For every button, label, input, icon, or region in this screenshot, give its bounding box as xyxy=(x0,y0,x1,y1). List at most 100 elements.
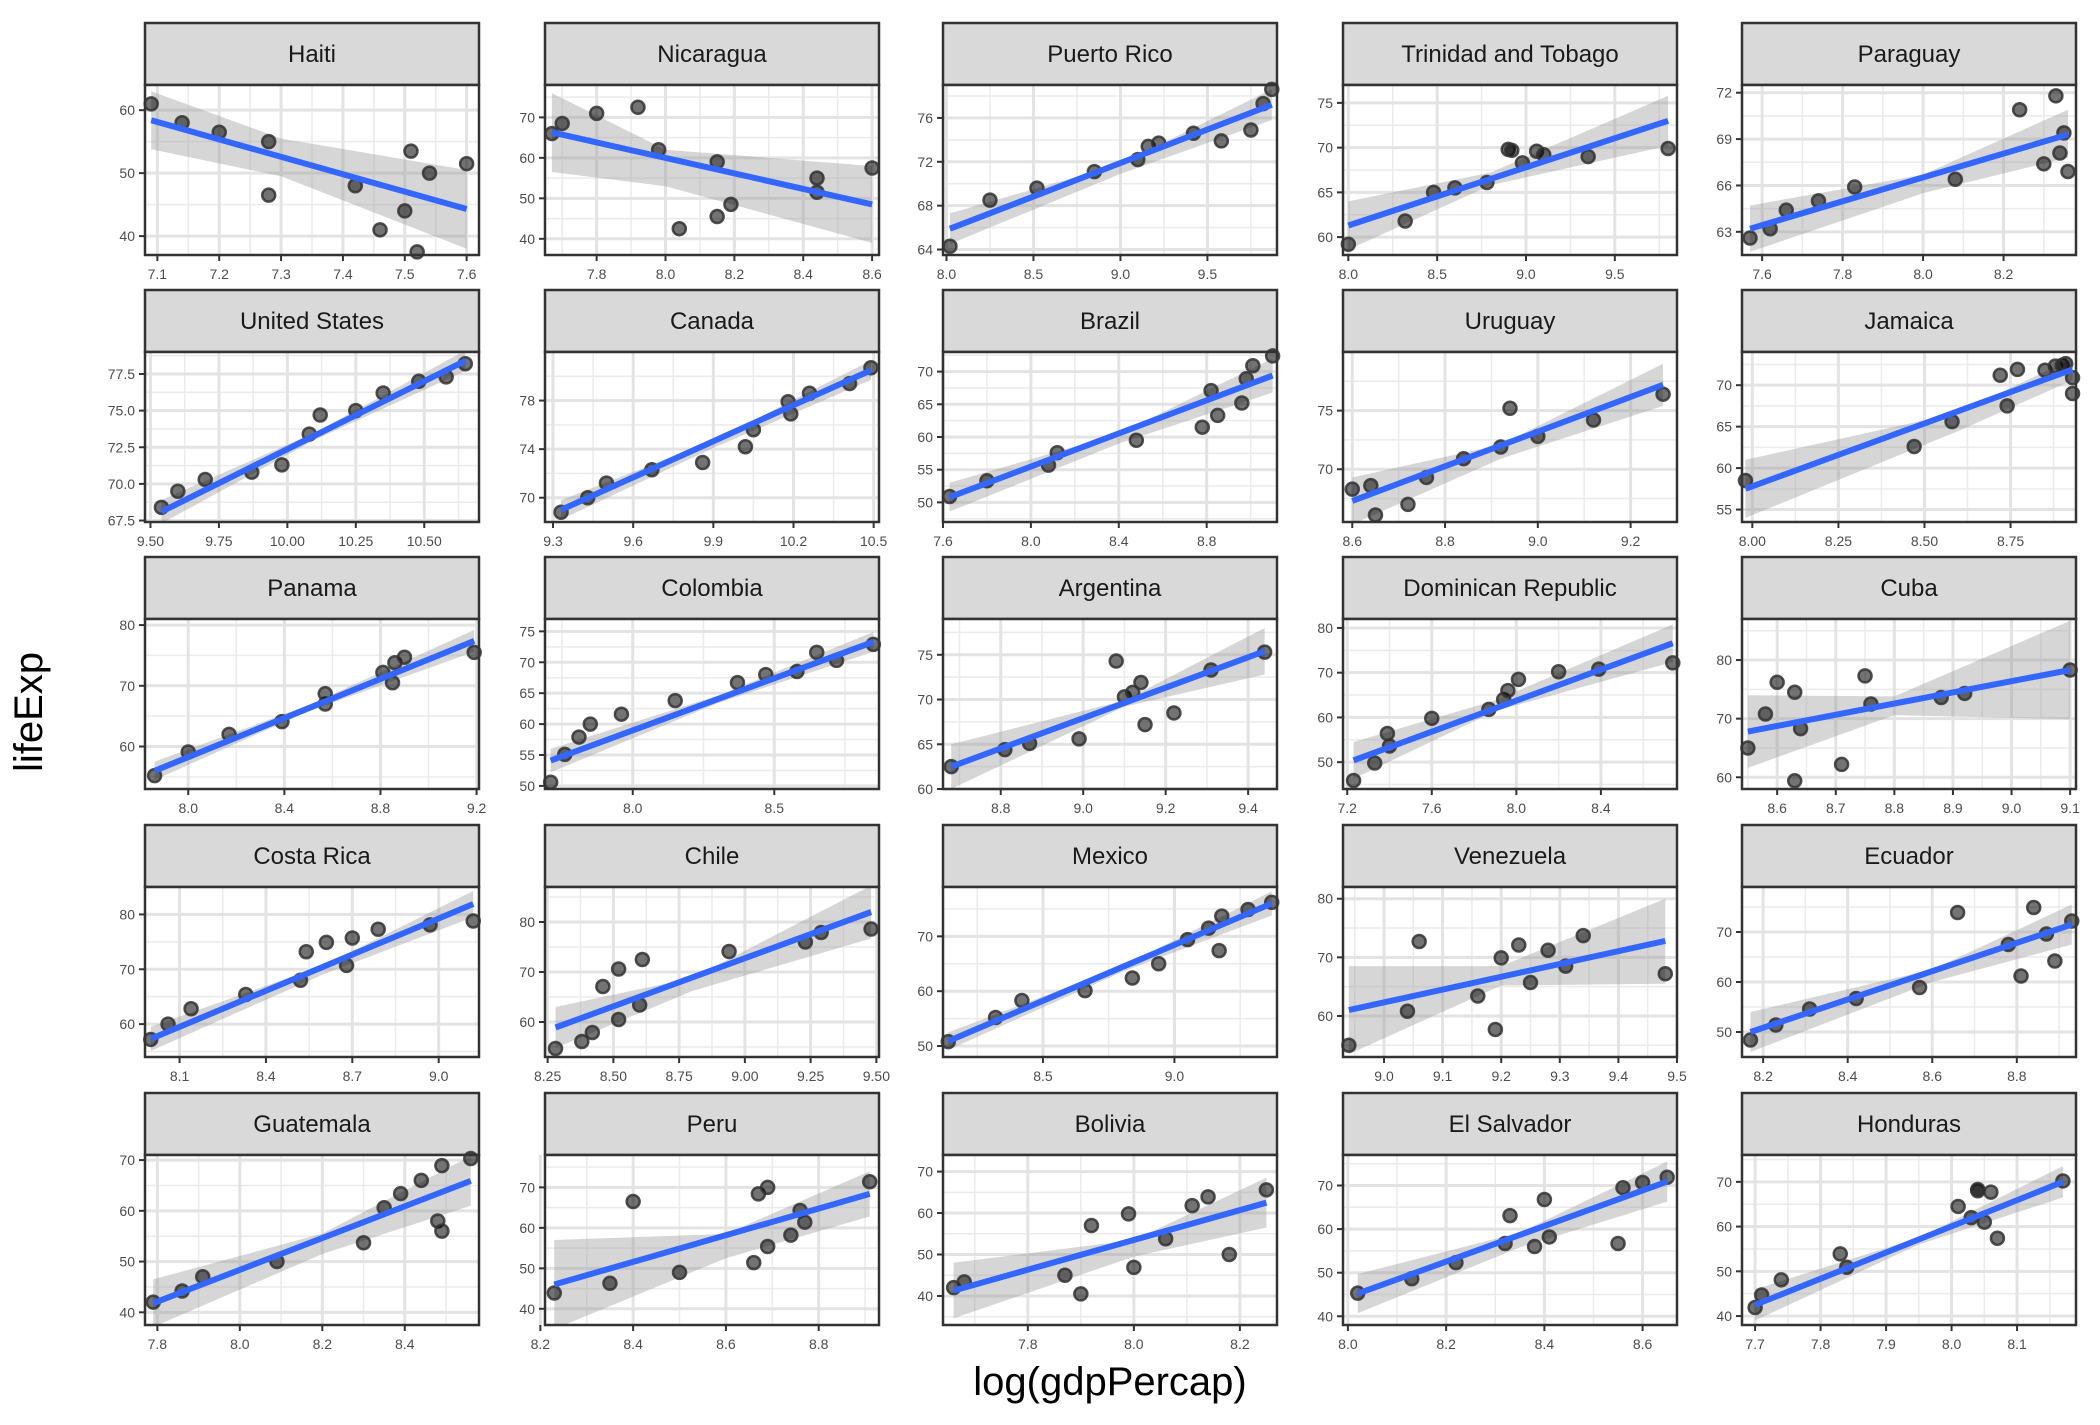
x-tick-label: 8.8 xyxy=(991,800,1011,816)
y-tick-label: 70 xyxy=(119,678,135,694)
data-point xyxy=(143,96,159,112)
y-tick-label: 72 xyxy=(1716,85,1732,101)
fit-line xyxy=(559,367,873,513)
x-tick-label: 8.0 xyxy=(656,266,676,282)
data-point xyxy=(982,192,998,208)
data-point xyxy=(1846,179,1863,195)
x-tick-label: 9.25 xyxy=(797,1068,824,1084)
facet-title: Venezuela xyxy=(1454,843,1567,870)
facet-strip xyxy=(941,555,1279,621)
confidence-band xyxy=(948,891,1272,1050)
panel-border xyxy=(941,83,1279,257)
facet-title: Uruguay xyxy=(1465,308,1556,335)
facet-title: Trinidad and Tobago xyxy=(1401,41,1619,68)
x-tick-label: 7.1 xyxy=(148,266,168,282)
data-point xyxy=(1258,1182,1275,1198)
fit-line xyxy=(150,117,468,212)
data-point xyxy=(1541,1229,1558,1245)
data-point xyxy=(274,457,290,473)
x-tick-label: 8.4 xyxy=(1591,800,1611,816)
data-point xyxy=(809,170,825,186)
facet-strip xyxy=(143,1091,481,1157)
panel-border xyxy=(543,350,881,524)
data-point xyxy=(595,978,611,995)
data-point xyxy=(746,1254,762,1271)
y-tick-label: 80 xyxy=(119,906,135,922)
data-point xyxy=(458,155,475,172)
data-point xyxy=(737,438,754,455)
y-tick-label: 76 xyxy=(917,110,933,126)
y-tick-label: 40 xyxy=(917,1288,933,1304)
x-tick-label: 9.0 xyxy=(1111,266,1131,282)
facet-strip xyxy=(941,21,1279,87)
y-tick-label: 70 xyxy=(1317,461,1333,477)
x-tick-label: 10.5 xyxy=(860,533,887,549)
data-point xyxy=(759,1179,776,1196)
fit-line xyxy=(948,372,1274,500)
facet-panel: Chile 8.25 8.50 8.75 9.00 9.25 9.50 60 70 80 xyxy=(519,823,890,1084)
x-tick-label: 9.4 xyxy=(1238,800,1258,816)
facet-panel: Peru 8.2 8.4 8.6 8.8 40 50 60 70 xyxy=(519,1091,881,1352)
data-point xyxy=(1970,1181,1986,1198)
data-point xyxy=(1367,507,1384,523)
data-point xyxy=(1073,1286,1089,1302)
y-tick-label: 65 xyxy=(1317,184,1333,200)
x-tick-label: 7.6 xyxy=(1422,800,1442,816)
data-point xyxy=(1786,684,1803,701)
data-point xyxy=(1757,706,1774,722)
fit-line xyxy=(1749,921,2073,1035)
x-tick-label: 7.2 xyxy=(1337,800,1357,816)
facet-panel: Colombia 8.0 8.5 50 55 60 65 70 75 xyxy=(519,555,882,816)
data-point xyxy=(1083,1217,1100,1234)
x-tick-label: 8.0 xyxy=(1021,533,1041,549)
fit-line xyxy=(948,101,1273,232)
data-point xyxy=(1399,1003,1416,1020)
panel-border xyxy=(143,83,481,257)
panel-border xyxy=(1740,885,2078,1059)
facet-strip xyxy=(941,288,1279,354)
data-point xyxy=(610,1011,627,1028)
fit-line xyxy=(1356,1178,1669,1297)
facet-panel: Canada 9.3 9.6 9.9 10.2 10.5 70 74 78 xyxy=(519,288,887,549)
facet-panel: Puerto Rico 8.0 8.5 9.0 9.5 64 68 72 76 xyxy=(917,21,1280,282)
data-point xyxy=(582,716,599,732)
facet-panel: Panama 8.0 8.4 8.8 9.2 60 70 80 xyxy=(119,555,487,816)
y-tick-label: 77.5 xyxy=(108,366,135,382)
y-tick-label: 60 xyxy=(1716,1219,1732,1235)
facet-title: Costa Rica xyxy=(253,843,371,870)
facet-title: Peru xyxy=(687,1111,738,1138)
x-tick-label: 8.0 xyxy=(937,266,957,282)
y-tick-label: 70 xyxy=(1317,665,1333,681)
y-tick-label: 75 xyxy=(917,647,933,663)
y-tick-label: 60 xyxy=(1716,974,1732,990)
y-tick-label: 70 xyxy=(519,109,535,125)
fit-line xyxy=(1753,1179,2065,1308)
data-point xyxy=(413,1172,430,1189)
x-tick-label: 8.0 xyxy=(1913,266,1933,282)
x-tick-label: 9.50 xyxy=(863,1068,890,1084)
x-tick-label: 8.8 xyxy=(1435,533,1455,549)
data-point xyxy=(1366,755,1383,771)
x-tick-label: 9.2 xyxy=(467,800,487,816)
panel-border xyxy=(941,1153,1279,1327)
panel-border xyxy=(143,350,481,524)
plot-background xyxy=(943,619,1277,789)
data-point xyxy=(1234,395,1250,411)
data-point xyxy=(864,160,880,176)
data-point xyxy=(1575,927,1591,944)
data-point xyxy=(2009,361,2026,378)
data-point xyxy=(1773,1272,1790,1288)
y-tick-label: 60 xyxy=(519,1014,535,1030)
x-tick-label: 9.50 xyxy=(137,533,164,549)
y-tick-label: 80 xyxy=(119,617,135,633)
y-tick-label: 65 xyxy=(917,396,933,412)
y-tick-label: 64 xyxy=(917,242,933,258)
facet-strip xyxy=(543,555,881,621)
fit-line xyxy=(1747,667,2071,735)
x-tick-label: 8.2 xyxy=(725,266,745,282)
x-tick-label: 8.2 xyxy=(313,1336,333,1352)
data-point xyxy=(1857,668,1873,684)
data-point xyxy=(1133,674,1149,691)
data-point xyxy=(554,115,570,132)
x-tick-label: 9.0 xyxy=(1528,533,1548,549)
